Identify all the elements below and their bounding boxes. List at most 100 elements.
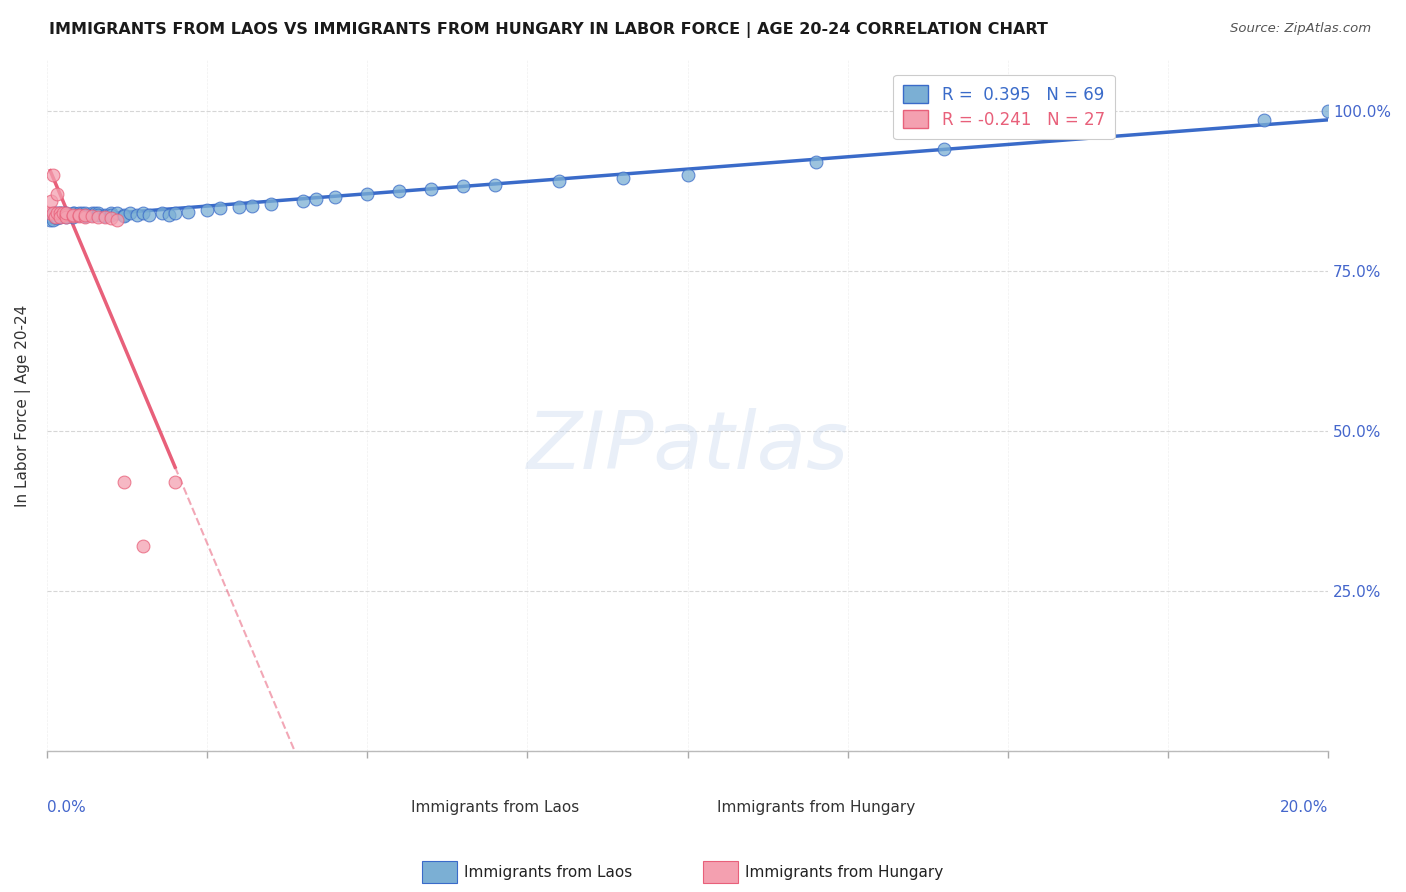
Point	[305, 192, 328, 206]
Point	[49, 208, 72, 222]
Point	[44, 210, 66, 224]
Point	[132, 540, 155, 554]
Point	[67, 208, 90, 222]
Point	[93, 210, 115, 224]
Point	[87, 210, 110, 224]
Point	[138, 208, 160, 222]
Point	[1317, 103, 1340, 118]
Point	[49, 210, 72, 224]
Point	[157, 208, 180, 222]
Point	[52, 206, 75, 220]
Point	[125, 208, 148, 222]
Point	[39, 212, 62, 227]
Point	[107, 206, 129, 220]
Point	[62, 208, 84, 222]
Legend: R =  0.395   N = 69, R = -0.241   N = 27: R = 0.395 N = 69, R = -0.241 N = 27	[893, 75, 1115, 139]
Point	[100, 211, 122, 226]
Point	[62, 209, 84, 223]
Point	[49, 208, 72, 222]
Point	[87, 208, 110, 222]
Point	[58, 208, 80, 222]
Text: Immigrants from Laos: Immigrants from Laos	[412, 800, 579, 815]
Point	[41, 210, 63, 224]
Text: 0.0%: 0.0%	[46, 800, 86, 815]
Point	[177, 205, 200, 219]
Point	[292, 194, 315, 208]
Point	[65, 208, 87, 222]
Point	[240, 199, 263, 213]
Point	[100, 206, 122, 220]
Point	[44, 210, 66, 224]
Point	[80, 209, 103, 223]
Point	[45, 206, 67, 220]
Text: IMMIGRANTS FROM LAOS VS IMMIGRANTS FROM HUNGARY IN LABOR FORCE | AGE 20-24 CORRE: IMMIGRANTS FROM LAOS VS IMMIGRANTS FROM …	[49, 22, 1047, 38]
Point	[228, 200, 250, 214]
Point	[93, 209, 115, 223]
Point	[63, 206, 86, 220]
Point	[41, 194, 63, 208]
Point	[55, 208, 77, 222]
Point	[107, 212, 129, 227]
Point	[67, 209, 90, 223]
Point	[132, 206, 155, 220]
Point	[49, 206, 72, 220]
Point	[208, 201, 231, 215]
Point	[42, 206, 65, 220]
Text: 20.0%: 20.0%	[1279, 800, 1329, 815]
Text: Immigrants from Laos: Immigrants from Laos	[464, 865, 633, 880]
Point	[55, 210, 77, 224]
Point	[49, 206, 72, 220]
Point	[548, 174, 571, 188]
Point	[75, 210, 97, 224]
Point	[39, 206, 62, 220]
Point	[195, 203, 218, 218]
Point	[112, 475, 135, 490]
Point	[484, 178, 506, 192]
Point	[93, 208, 115, 222]
Point	[932, 142, 955, 156]
Point	[84, 206, 107, 220]
Point	[67, 206, 90, 220]
Point	[49, 206, 72, 220]
Text: Immigrants from Hungary: Immigrants from Hungary	[717, 800, 915, 815]
Point	[45, 211, 67, 226]
Point	[49, 210, 72, 224]
Point	[42, 206, 65, 220]
Point	[45, 187, 67, 202]
Point	[55, 210, 77, 224]
Point	[75, 206, 97, 220]
Point	[62, 208, 84, 222]
Point	[453, 179, 475, 194]
Point	[112, 208, 135, 222]
Point	[165, 206, 187, 220]
Point	[112, 209, 135, 223]
Point	[80, 206, 103, 220]
Point	[100, 208, 122, 222]
Point	[56, 208, 79, 222]
Point	[70, 206, 93, 220]
Point	[62, 210, 84, 224]
Text: ZIPatlas: ZIPatlas	[526, 408, 849, 486]
Point	[67, 208, 90, 222]
Point	[612, 171, 634, 186]
Point	[44, 206, 66, 220]
Text: Source: ZipAtlas.com: Source: ZipAtlas.com	[1230, 22, 1371, 36]
Point	[42, 168, 65, 182]
Point	[165, 475, 187, 490]
Point	[75, 208, 97, 222]
Point	[62, 206, 84, 220]
Point	[120, 206, 142, 220]
Point	[388, 184, 411, 198]
Point	[42, 212, 65, 227]
Point	[356, 187, 378, 202]
Point	[323, 190, 346, 204]
Point	[1253, 113, 1275, 128]
Point	[420, 182, 443, 196]
Point	[80, 208, 103, 222]
Point	[804, 155, 827, 169]
Point	[52, 206, 75, 220]
Point	[75, 208, 97, 222]
Point	[87, 206, 110, 220]
Point	[150, 206, 173, 220]
Point	[75, 209, 97, 223]
